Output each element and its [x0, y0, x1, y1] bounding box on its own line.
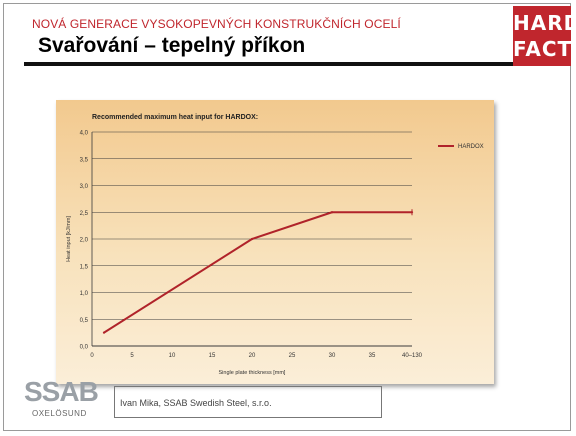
y-tick-label: 1,0: [80, 291, 89, 297]
x-tick-label: 15: [209, 353, 216, 359]
slide-frame: [3, 3, 571, 431]
heat-input-chart: Recommended maximum heat input for HARDO…: [66, 114, 484, 376]
x-tick-label: 25: [289, 353, 296, 359]
x-tick-label: 30: [329, 353, 336, 359]
data-point: [102, 331, 106, 334]
y-tick-label: 0,5: [80, 318, 89, 324]
x-tick-label: 40–130: [402, 353, 423, 359]
logo-line-1: HARD: [513, 11, 576, 35]
y-tick-label: 4,0: [80, 131, 89, 137]
x-tick-label: 10: [169, 353, 176, 359]
x-tick-label: 20: [249, 353, 256, 359]
y-tick-label: 3,5: [80, 157, 89, 163]
y-tick-label: 1,5: [80, 264, 89, 270]
y-tick-label: 2,5: [80, 211, 89, 217]
y-axis-label: Heat input [kJ/mm]: [66, 216, 72, 262]
x-axis-label: Single plate thickness [mm]: [219, 370, 286, 376]
ssab-logo-subtitle: OXELÖSUND: [32, 409, 87, 418]
logo-line-2: FACTS: [513, 37, 576, 61]
x-tick-label: 0: [90, 353, 94, 359]
footer-box: [114, 386, 382, 418]
presenter-credit: Ivan Mika, SSAB Swedish Steel, s.r.o.: [120, 398, 272, 408]
x-tick-label: 5: [130, 353, 134, 359]
y-tick-label: 3,0: [80, 184, 89, 190]
ssab-logo: SSAB: [24, 376, 99, 407]
data-point: [250, 237, 254, 241]
chart-card: Recommended maximum heat input for HARDO…: [56, 100, 494, 384]
legend-label: HARDOX: [458, 144, 484, 150]
slide-title: Svařování – tepelný příkon: [38, 34, 306, 57]
series-line-hardox: [103, 211, 412, 334]
hard-facts-logo: HARD FACTS: [513, 6, 576, 66]
data-point: [330, 211, 334, 214]
header-divider: [24, 62, 570, 66]
y-tick-label: 0,0: [80, 345, 89, 351]
slide-kicker: NOVÁ GENERACE VYSOKOPEVNÝCH KONSTRUKČNÍC…: [32, 17, 401, 31]
x-tick-label: 35: [369, 353, 376, 359]
y-tick-label: 2,0: [80, 238, 89, 244]
chart-title: Recommended maximum heat input for HARDO…: [92, 114, 258, 121]
